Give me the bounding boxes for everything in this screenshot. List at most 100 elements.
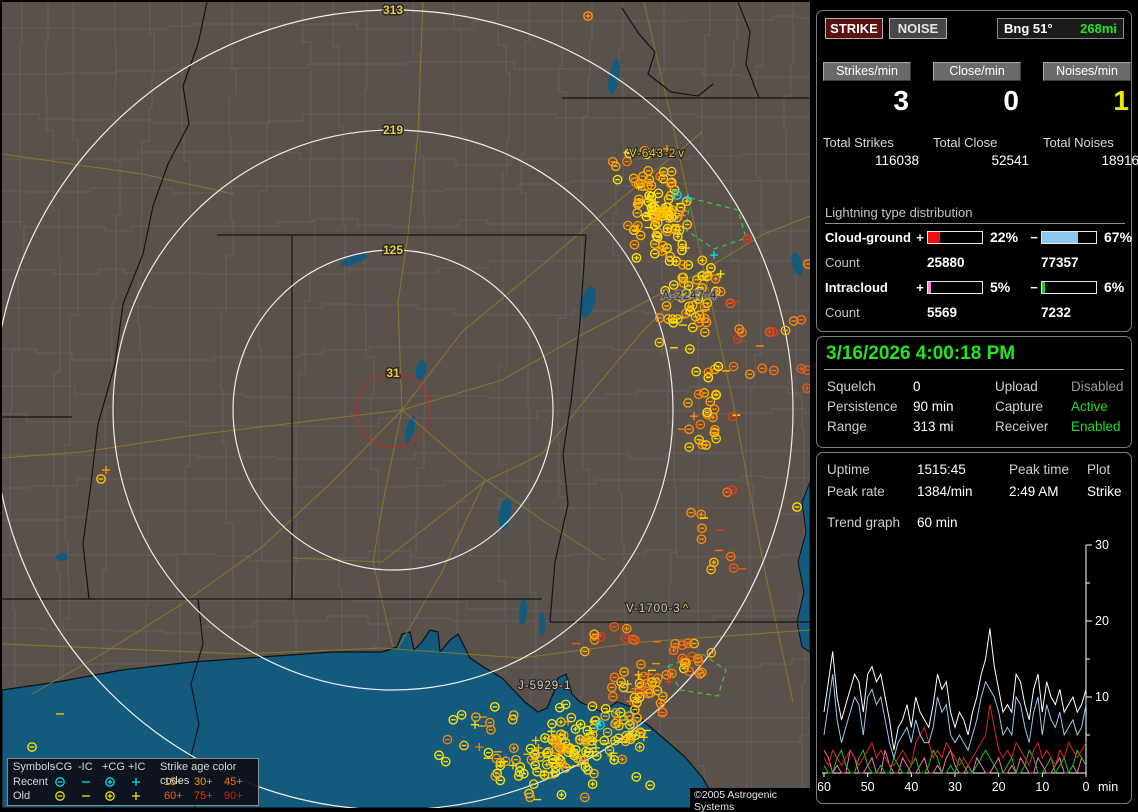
copyright-text: ©2005 Astrogenic Systems [690, 788, 810, 812]
legend-column-header: +CG [102, 761, 125, 773]
negative-count: 77357 [1041, 254, 1079, 270]
legend-age-code: 30+ [194, 776, 213, 788]
map-legend: Symbols -CG -IC +CG +IC Strike age color code… [7, 758, 259, 806]
close-alarm-ring [355, 372, 431, 448]
total-value: 18916 [1101, 153, 1138, 168]
negative-bar [1041, 280, 1097, 294]
total-value: 52541 [991, 153, 1029, 168]
legend-column-header: -CG [52, 761, 73, 773]
positive-bar-fill [928, 231, 940, 243]
distribution-rows: Cloud-ground +22% −67% Count 25880 77357 Intra… [825, 224, 1132, 324]
road-line [401, 131, 703, 411]
coastal-water [796, 481, 810, 653]
positive-bar-fill [928, 281, 931, 293]
svg-text:10: 10 [1035, 780, 1049, 794]
range-ring-label: 31 [386, 366, 400, 380]
legend-row-label: Old [13, 790, 31, 802]
legend-age-code: 75+ [194, 790, 213, 802]
legend-age-code: 90+ [224, 790, 243, 802]
state-border [621, 7, 714, 97]
storm-cell-label: J-5929-1 [518, 680, 571, 692]
datetime-display: 3/16/2026 4:00:18 PM [826, 343, 1016, 364]
bearing-distance: 268mi [1080, 21, 1117, 36]
range-ring-label: 219 [383, 123, 403, 137]
negative-percent: 6% [1104, 279, 1125, 295]
road-line [483, 269, 705, 483]
distribution-type-label: Cloud-ground [825, 229, 911, 245]
status-cell: 313 mi [913, 419, 954, 434]
lightning-distribution: Lightning type distribution Cloud-ground… [825, 205, 1132, 324]
lightning-map[interactable]: 313 219 125 31 V-643-2 v A-2247-4 V-1700-3 ^ J-59… [2, 2, 810, 812]
time-status-box: 3/16/2026 4:00:18 PM Squelch 0 Upload Disab… [816, 336, 1132, 448]
svg-text:10: 10 [1095, 690, 1109, 704]
rate-button-close-min[interactable]: Close/min [933, 62, 1021, 81]
distribution-title: Lightning type distribution [825, 205, 1125, 224]
svg-text:20: 20 [1095, 614, 1109, 628]
noise-mode-button[interactable]: NOISE [889, 18, 947, 39]
lake [791, 252, 803, 276]
legend-symbols-header: Symbols [13, 761, 56, 773]
minus-sign: − [1030, 229, 1038, 245]
trend-series-total-strikes [823, 628, 1087, 751]
road-line [643, 2, 794, 703]
svg-text:20: 20 [992, 780, 1006, 794]
trend-series-positive-ic [823, 748, 1087, 775]
total-column: Total Strikes 116038 [823, 135, 919, 168]
svg-text:40: 40 [904, 780, 918, 794]
legend-column-header: -IC [78, 761, 93, 773]
lake [498, 498, 512, 530]
lake [415, 360, 427, 380]
bearing-label: Bng 51° [1004, 21, 1053, 36]
legend-row-label: Recent [13, 776, 48, 788]
positive-percent: 5% [990, 279, 1011, 295]
lake [518, 599, 528, 625]
control-panel: STRIKE NOISE Bng 51° 268mi Strikes/min Cl… [812, 0, 1138, 812]
strike-symbols [27, 11, 810, 803]
road-line [401, 409, 605, 561]
status-grid: Squelch 0 Upload Disabled Persistence 90 min C… [827, 379, 1127, 439]
legend-age-header: Strike age color codes [160, 761, 237, 787]
uptime-cell: Peak time [1009, 462, 1070, 477]
total-value: 116038 [874, 153, 919, 168]
status-cell: Range [827, 419, 867, 434]
road-line [2, 153, 235, 195]
trend-series-positive-cg [823, 704, 1087, 767]
legend-age-code: 60+ [164, 790, 183, 802]
strike-mode-button[interactable]: STRIKE [825, 18, 883, 39]
minus-sign: − [1030, 279, 1038, 295]
rate-value: 3 [893, 85, 909, 116]
rate-button-strikes-min[interactable]: Strikes/min [823, 62, 911, 81]
negative-bar-fill [1042, 231, 1079, 243]
distribution-count-row: Count 25880 77357 [825, 250, 1125, 274]
stats-box: STRIKE NOISE Bng 51° 268mi Strikes/min Cl… [816, 10, 1138, 332]
total-label: Total Close [933, 135, 998, 150]
trend-duration-row: Trend graph 60 min [827, 515, 958, 530]
status-cell: Upload [995, 379, 1038, 394]
positive-bar [927, 230, 983, 244]
svg-text:30: 30 [1095, 539, 1109, 552]
road-line [703, 215, 810, 271]
lake [56, 553, 68, 561]
trend-series-negative-cg [823, 674, 1087, 760]
range-ring-219 [112, 129, 674, 691]
status-cell: Capture [995, 399, 1044, 414]
rate-button-noises-min[interactable]: Noises/min [1043, 62, 1131, 81]
status-cell: 90 min [913, 399, 954, 414]
uptime-grid: Uptime 1515:45 Peak time Plot Peak rate 1384/… [827, 462, 1127, 506]
road-line [2, 409, 403, 459]
storm-cell-label: V-643-2 v [629, 148, 685, 160]
status-cell: Active [1071, 399, 1108, 414]
trend-series-negative-ic [823, 748, 1087, 775]
bearing-readout: Bng 51° 268mi [997, 18, 1124, 39]
svg-text:50: 50 [861, 780, 875, 794]
svg-text:0: 0 [1083, 780, 1090, 794]
total-column: Total Noises 18916 [1043, 135, 1138, 168]
total-label: Total Noises [1043, 135, 1114, 150]
road-line [372, 409, 403, 648]
uptime-cell: Strike [1087, 484, 1122, 499]
uptime-cell: 2:49 AM [1009, 484, 1059, 499]
legend-age-code: 45+ [224, 776, 243, 788]
status-cell: Enabled [1071, 419, 1121, 434]
uptime-cell: 1515:45 [917, 462, 966, 477]
